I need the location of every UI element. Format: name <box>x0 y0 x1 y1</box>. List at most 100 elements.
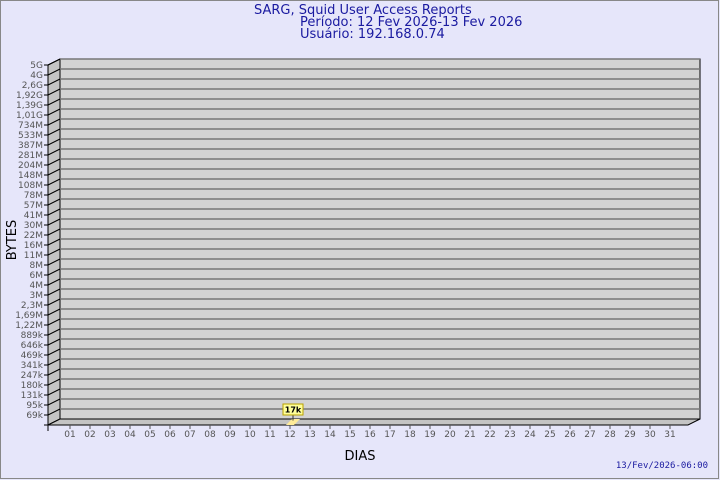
bar-day-12 <box>286 419 300 425</box>
y-tick-label: 57M <box>24 201 43 211</box>
x-tick-label: 13 <box>304 430 315 440</box>
y-tick-label: 11M <box>24 251 43 261</box>
y-tick-diagonal <box>47 128 61 136</box>
y-tick-diagonal <box>47 158 61 166</box>
x-tick-label: 03 <box>104 430 115 440</box>
y-tick-diagonal <box>47 198 61 206</box>
y-tick-diagonal <box>47 78 61 86</box>
y-tick-diagonal <box>47 148 61 156</box>
x-tick-label: 05 <box>144 430 155 440</box>
y-tick-label: 148M <box>18 171 43 181</box>
y-tick-label: 3M <box>30 291 44 301</box>
x-tick-label: 12 <box>284 430 295 440</box>
y-tick-label: 108M <box>18 181 43 191</box>
y-tick-diagonal <box>47 188 61 196</box>
y-tick-diagonal <box>47 58 61 66</box>
x-tick-label: 20 <box>444 430 456 440</box>
data-label-box <box>282 403 304 416</box>
y-tick-label: 1,39G <box>16 101 43 111</box>
y-tick-label: 2,3M <box>21 301 43 311</box>
y-tick-diagonal <box>47 398 61 406</box>
y-tick-label: 387M <box>18 141 43 151</box>
y-tick-label: 469k <box>21 351 44 361</box>
y-tick-label: 1,22M <box>15 321 43 331</box>
y-tick-diagonal <box>47 168 61 176</box>
x-tick-label: 11 <box>264 430 275 440</box>
x-tick-label: 06 <box>164 430 176 440</box>
y-tick-label: 41M <box>24 211 43 221</box>
x-tick-label: 19 <box>424 430 436 440</box>
y-tick-diagonal <box>47 338 61 346</box>
y-tick-diagonal <box>47 298 61 306</box>
y-tick-diagonal <box>47 108 61 116</box>
y-tick-label: 6M <box>30 271 44 281</box>
x-tick-label: 26 <box>564 430 576 440</box>
y-tick-diagonal <box>47 248 61 256</box>
x-tick-label: 18 <box>404 430 416 440</box>
x-tick-label: 29 <box>624 430 636 440</box>
y-tick-label: 646k <box>21 341 44 351</box>
x-tick-label: 31 <box>664 430 675 440</box>
chart-title: SARG, Squid User Access Reports <box>254 3 472 18</box>
plot-floor <box>47 418 701 426</box>
y-tick-label: 180k <box>21 381 44 391</box>
x-tick-label: 07 <box>184 430 195 440</box>
x-tick-label: 21 <box>464 430 475 440</box>
x-tick-label: 15 <box>344 430 355 440</box>
y-tick-label: 95k <box>26 401 43 411</box>
y-tick-label: 204M <box>18 161 43 171</box>
y-tick-label: 2,6G <box>22 81 43 91</box>
x-tick-label: 09 <box>224 430 236 440</box>
data-label: 17k <box>285 406 302 415</box>
x-axis-label: DIAS <box>345 449 376 464</box>
y-tick-label: 8M <box>30 261 44 271</box>
x-tick-label: 04 <box>124 430 136 440</box>
y-tick-diagonal <box>47 208 61 216</box>
y-tick-label: 341k <box>21 361 44 371</box>
x-tick-label: 27 <box>584 430 595 440</box>
y-tick-label: 1,92G <box>16 91 43 101</box>
x-tick-label: 30 <box>644 430 656 440</box>
x-tick-label: 17 <box>384 430 395 440</box>
generated-timestamp: 13/Fev/2026-06:00 <box>615 461 708 471</box>
x-tick-label: 14 <box>324 430 336 440</box>
x-tick-label: 02 <box>84 430 95 440</box>
y-tick-diagonal <box>47 218 61 226</box>
y-tick-label: 4M <box>30 281 44 291</box>
y-tick-diagonal <box>47 358 61 366</box>
x-tick-label: 01 <box>64 430 75 440</box>
x-tick-label: 08 <box>204 430 216 440</box>
y-tick-diagonal <box>47 318 61 326</box>
chart-user: Usuário: 192.168.0.74 <box>300 27 445 42</box>
x-tick-label: 10 <box>244 430 256 440</box>
y-axis-label: BYTES <box>5 220 20 261</box>
y-tick-diagonal <box>47 288 61 296</box>
x-tick-label: 23 <box>504 430 515 440</box>
y-tick-diagonal <box>47 258 61 266</box>
chart-period: Período: 12 Fev 2026-13 Fev 2026 <box>300 15 523 30</box>
y-tick-diagonal <box>47 378 61 386</box>
y-tick-label: 22M <box>24 231 43 241</box>
y-tick-label: 1,01G <box>16 111 43 121</box>
y-tick-label: 281M <box>18 151 43 161</box>
y-tick-diagonal <box>47 178 61 186</box>
y-tick-diagonal <box>47 138 61 146</box>
y-tick-diagonal <box>47 368 61 376</box>
y-tick-diagonal <box>47 88 61 96</box>
y-tick-diagonal <box>47 68 61 76</box>
y-tick-diagonal <box>47 388 61 396</box>
y-tick-diagonal <box>47 278 61 286</box>
y-tick-label: 30M <box>24 221 43 231</box>
y-tick-label: 131k <box>21 391 44 401</box>
y-tick-diagonal <box>47 308 61 316</box>
y-tick-label: 734M <box>18 121 43 131</box>
y-tick-label: 16M <box>24 241 43 251</box>
y-tick-label: 69k <box>26 411 43 421</box>
y-tick-label: 247k <box>21 371 44 381</box>
y-tick-diagonal <box>47 98 61 106</box>
x-tick-label: 28 <box>604 430 616 440</box>
x-tick-label: 16 <box>364 430 376 440</box>
y-tick-diagonal <box>47 328 61 336</box>
